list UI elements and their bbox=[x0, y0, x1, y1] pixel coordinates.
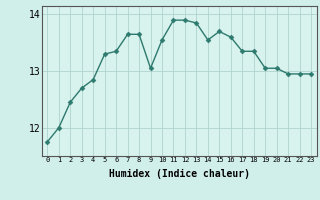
X-axis label: Humidex (Indice chaleur): Humidex (Indice chaleur) bbox=[109, 169, 250, 179]
